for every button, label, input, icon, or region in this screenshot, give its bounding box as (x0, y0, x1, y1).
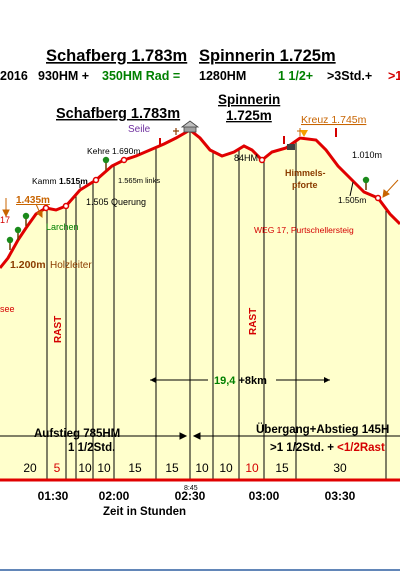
label-holzleiter: Holzleiter (50, 260, 92, 271)
time-grid (46, 130, 387, 480)
label-kamm: Kamm 1.515m (32, 176, 88, 186)
segment-duration-label: 15 (165, 461, 179, 475)
segment-duration-label: 10 (97, 461, 111, 475)
distance-green: 19,4 (214, 375, 236, 387)
label-1435: 1.435m (16, 195, 50, 206)
tree-icon (22, 212, 30, 226)
segment-duration-label: 15 (275, 461, 289, 475)
segment-duration-label: 10 (219, 461, 233, 475)
header-hm-total: 1280HM (199, 69, 246, 83)
time-ticks: 01:30 02:00 02:30 03:00 03:30 (38, 489, 356, 503)
phase-uebergang-2-red: <1/2Rast (337, 442, 385, 454)
label-1010: 1.010m (352, 150, 382, 160)
label-84hm: 84HM (234, 153, 258, 163)
waypoint-marker (258, 156, 266, 164)
time-tick-label: 01:30 (38, 489, 69, 503)
label-kehre: Kehre 1.690m (87, 146, 140, 156)
time-tick-label: 03:30 (325, 489, 356, 503)
waypoint-marker (92, 176, 100, 184)
distance-label: 19,4 +8km (214, 375, 267, 387)
phase-uebergang-2: >1 1/2Std. + <1/2Rast (270, 442, 385, 454)
distance-arrow (150, 377, 330, 383)
tree-icons (6, 156, 370, 250)
title-left: Schafberg 1.783m (46, 47, 187, 65)
label-larchen: Larchen (46, 222, 79, 232)
segment-duration-label: 30 (333, 461, 347, 475)
pointer-arrows (2, 179, 399, 219)
tree-icon (102, 156, 110, 170)
header-hm-up: 930HM + (38, 69, 89, 83)
label-kamm-prefix: Kamm (32, 176, 57, 186)
label-kreuz: Kreuz 1.745m (301, 114, 367, 126)
segment-duration-label: 10 (195, 461, 209, 475)
tree-icon (362, 176, 370, 190)
route-line (0, 128, 400, 269)
label-rast-2: RAST (248, 308, 259, 335)
label-links: 1.565m links (118, 176, 160, 185)
label-seile: Seile (128, 124, 151, 135)
phase-aufstieg-2: 1 1/2Std. (68, 442, 115, 454)
tree-icon (14, 226, 22, 240)
label-himmels1: Himmels- (285, 168, 326, 178)
waypoint-marker (42, 204, 50, 212)
label-1200: 1.200m (10, 259, 46, 271)
waypoints (42, 156, 382, 212)
label-rast-1: RAST (53, 316, 64, 343)
rope-markers (159, 128, 337, 146)
label-1505-right: 1.505m (338, 195, 366, 205)
summit-cross-icon (173, 128, 179, 135)
profile-area (0, 130, 400, 480)
label-see: see (0, 304, 15, 314)
waypoint-marker (120, 156, 128, 164)
distance-black: +8km (238, 375, 267, 387)
title-right: Spinnerin 1.725m (199, 47, 336, 65)
tree-icon (6, 236, 14, 250)
label-17: 17 (0, 215, 10, 225)
peak2-title-line1: Spinnerin (218, 92, 280, 107)
segment-duration-label: 5 (54, 461, 61, 475)
label-querung: 1.505 Querung (86, 197, 146, 207)
header-hm-bike: 350HM Rad = (102, 69, 180, 83)
label-weg17: WEG 17, Purtschellersteig (254, 225, 354, 235)
phase-aufstieg-1: Aufstieg 785HM (34, 428, 120, 440)
time-tick-label: 02:30 (175, 489, 206, 503)
phase-uebergang-2-black: >1 1/2Std. + (270, 442, 334, 454)
label-leaders (79, 181, 354, 197)
segment-duration-label: 10 (245, 461, 259, 475)
x-axis-title: Zeit in Stunden (103, 506, 186, 518)
time-tick-label: 03:00 (249, 489, 280, 503)
waypoint-marker (374, 194, 382, 202)
peak2-title-line2: 1.725m (226, 108, 272, 123)
header-year: 2016 (0, 69, 28, 83)
segment-labels: 20 5 10 10 15 15 10 10 10 15 30 (23, 461, 347, 475)
bottom-band (0, 570, 400, 580)
summit-hut-icon (180, 120, 200, 133)
label-himmels2: pforte (292, 180, 318, 190)
header-time-black: >3Std.+ (327, 69, 372, 83)
time-tick-label: 02:00 (99, 489, 130, 503)
waypoint-marker (62, 202, 70, 210)
peak1-title: Schafberg 1.783m (56, 106, 180, 122)
segment-duration-label: 10 (78, 461, 92, 475)
phase-uebergang-1: Übergang+Abstieg 145H (256, 423, 389, 436)
label-kamm-value: 1.515m (59, 176, 88, 186)
segment-duration-label: 20 (23, 461, 37, 475)
phase-arrows (0, 432, 400, 440)
header-time-green: 1 1/2+ (278, 69, 313, 83)
header-time-red: >1 (388, 69, 400, 83)
time-small-label: 8:45 (184, 485, 198, 492)
segment-duration-label: 15 (128, 461, 142, 475)
himmelspforte-icon (287, 128, 308, 150)
